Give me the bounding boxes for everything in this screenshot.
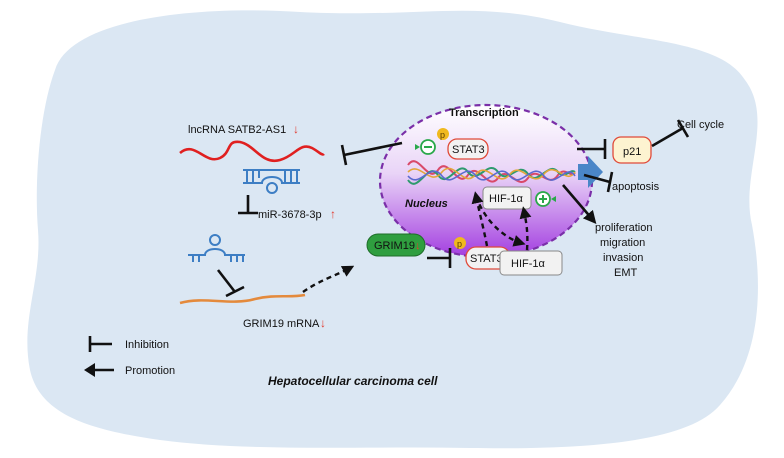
hif-nucleus-label: HIF-1α <box>489 193 524 205</box>
grim19-protein-box <box>366 233 426 257</box>
phospho-cytoplasm-label: p <box>457 239 462 249</box>
lncrna-trend: ↓ <box>293 122 299 136</box>
grim19-mrna-label: GRIM19 mRNA <box>243 318 320 330</box>
legend: Inhibition Promotion <box>84 336 175 377</box>
mirna-label: miR-3678-3p <box>258 209 322 221</box>
dna-helix-icon <box>407 160 576 185</box>
cell-cycle-label: Cell cycle <box>677 119 724 131</box>
legend-inhibition-label: Inhibition <box>125 339 169 351</box>
cell-body <box>27 10 758 449</box>
inhibit-lncrna-mirna <box>238 195 258 215</box>
p21-box <box>612 136 652 164</box>
stat3-cytoplasm-label: STAT3 <box>470 253 503 265</box>
cell-name: Hepatocellular carcinoma cell <box>268 374 438 388</box>
phospho-nucleus-label: p <box>440 130 445 140</box>
hif-cytoplasm-label: HIF-1α <box>511 258 546 270</box>
outcome-emt: EMT <box>614 267 638 279</box>
p21-label: p21 <box>623 146 641 158</box>
legend-inhibition-icon <box>88 336 112 352</box>
lncrna-label: lncRNA SATB2-AS1 <box>188 124 286 136</box>
stat3-nucleus-label: STAT3 <box>452 144 485 156</box>
stat3-nucleus-box <box>447 138 489 160</box>
outcome-migration: migration <box>600 237 645 249</box>
promote-outcomes-arrow <box>562 184 597 224</box>
inhibit-stat3-lncrna <box>340 141 403 166</box>
inhibit-p21 <box>577 139 607 159</box>
grim19-mrna-strand-icon <box>179 293 306 305</box>
inhibit-mirna-mrna <box>216 269 245 298</box>
inhibit-cell-cycle <box>651 119 690 148</box>
legend-promotion-label: Promotion <box>125 365 175 377</box>
plus-circle-icon <box>535 191 556 207</box>
translation-arrow <box>302 265 355 293</box>
inhibit-apoptosis <box>583 171 614 193</box>
mirna-free-icon <box>188 234 245 262</box>
transcription-label: Transcription <box>449 107 519 119</box>
inhibit-grim19-stat3 <box>427 248 452 268</box>
lncrna-strand-icon <box>179 140 325 163</box>
phospho-nucleus-icon <box>437 128 449 140</box>
grim19-mrna-trend: ↓ <box>320 316 326 330</box>
hif-expression-arrow <box>474 195 526 247</box>
minus-circle-icon <box>415 139 436 155</box>
mirna-duplex-icon <box>243 169 300 194</box>
grim19-protein-trend: ↓ <box>415 240 421 252</box>
hif-translocation-arrow <box>519 206 532 251</box>
phospho-cytoplasm-icon <box>454 237 466 249</box>
outcome-proliferation: proliferation <box>595 222 652 234</box>
transcription-arrow-icon <box>578 156 603 188</box>
mirna-trend: ↑ <box>330 207 336 221</box>
nucleus-label: Nucleus <box>405 198 448 210</box>
grim19-protein-label: GRIM19 <box>374 240 415 252</box>
hif-cytoplasm-box <box>499 250 563 276</box>
apoptosis-label: apoptosis <box>612 181 660 193</box>
outcome-invasion: invasion <box>603 252 643 264</box>
legend-promotion-icon <box>84 363 114 377</box>
